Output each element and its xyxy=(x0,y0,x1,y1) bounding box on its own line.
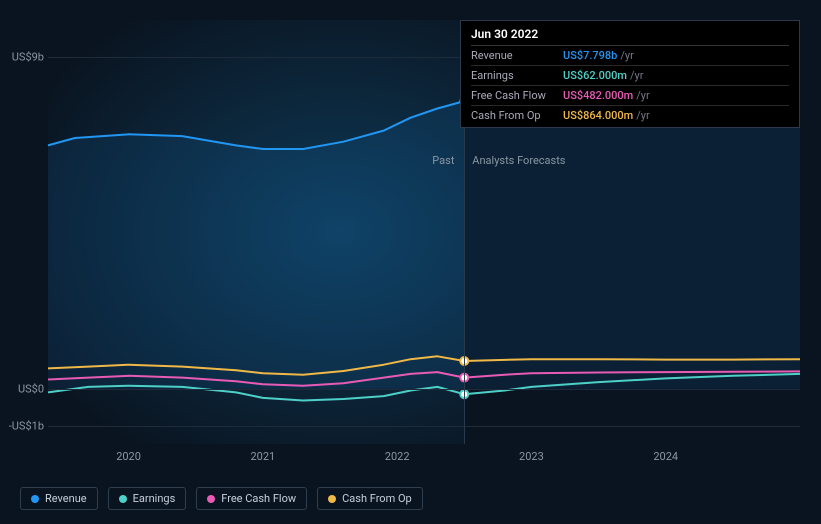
tooltip-row-value: US$62.000m xyxy=(563,69,627,82)
x-axis-label: 2020 xyxy=(116,450,141,463)
x-axis-label: 2021 xyxy=(250,450,275,463)
legend-item-earnings[interactable]: Earnings xyxy=(108,487,187,510)
gridline xyxy=(48,389,800,390)
legend-item-cfo[interactable]: Cash From Op xyxy=(317,487,423,510)
tooltip-row-unit: /yr xyxy=(636,89,649,102)
legend-label: Cash From Op xyxy=(342,492,412,505)
tooltip-row-unit: /yr xyxy=(630,69,643,82)
past-section-label: Past xyxy=(432,154,454,167)
tooltip-row-label: Earnings xyxy=(471,69,563,82)
tooltip-row-value: US$7.798b xyxy=(563,49,617,62)
tooltip-row: RevenueUS$7.798b/yr xyxy=(471,46,789,66)
tooltip-row: EarningsUS$62.000m/yr xyxy=(471,66,789,86)
legend-label: Free Cash Flow xyxy=(221,492,296,505)
chart-tooltip: Jun 30 2022 RevenueUS$7.798b/yrEarningsU… xyxy=(460,20,800,128)
legend: Revenue Earnings Free Cash Flow Cash From O… xyxy=(20,487,423,510)
tooltip-row-label: Free Cash Flow xyxy=(471,89,563,102)
legend-swatch-icon xyxy=(328,495,336,503)
y-axis-label: US$0 xyxy=(18,382,44,395)
financial-forecast-chart: -US$1b US$0 US$9b 2020 2021 2022 2023 2024 Past A… xyxy=(0,0,821,524)
y-axis-label: US$9b xyxy=(12,50,44,63)
x-axis-label: 2024 xyxy=(653,450,678,463)
y-axis-label: -US$1b xyxy=(9,419,44,432)
legend-swatch-icon xyxy=(119,495,127,503)
tooltip-row-label: Revenue xyxy=(471,49,563,62)
tooltip-row-unit: /yr xyxy=(636,109,649,122)
tooltip-row: Free Cash FlowUS$482.000m/yr xyxy=(471,86,789,106)
tooltip-row-label: Cash From Op xyxy=(471,109,563,122)
tooltip-row-value: US$482.000m xyxy=(563,89,633,102)
legend-label: Revenue xyxy=(45,492,87,505)
tooltip-date: Jun 30 2022 xyxy=(471,27,789,46)
x-axis-label: 2023 xyxy=(519,450,544,463)
x-axis-label: 2022 xyxy=(385,450,410,463)
legend-swatch-icon xyxy=(31,495,39,503)
gridline xyxy=(48,426,800,427)
tooltip-row-unit: /yr xyxy=(620,49,633,62)
forecast-section-label: Analysts Forecasts xyxy=(472,154,565,167)
tooltip-row: Cash From OpUS$864.000m/yr xyxy=(471,106,789,125)
tooltip-row-value: US$864.000m xyxy=(563,109,633,122)
legend-item-revenue[interactable]: Revenue xyxy=(20,487,98,510)
legend-item-fcf[interactable]: Free Cash Flow xyxy=(196,487,307,510)
legend-swatch-icon xyxy=(207,495,215,503)
legend-label: Earnings xyxy=(133,492,176,505)
